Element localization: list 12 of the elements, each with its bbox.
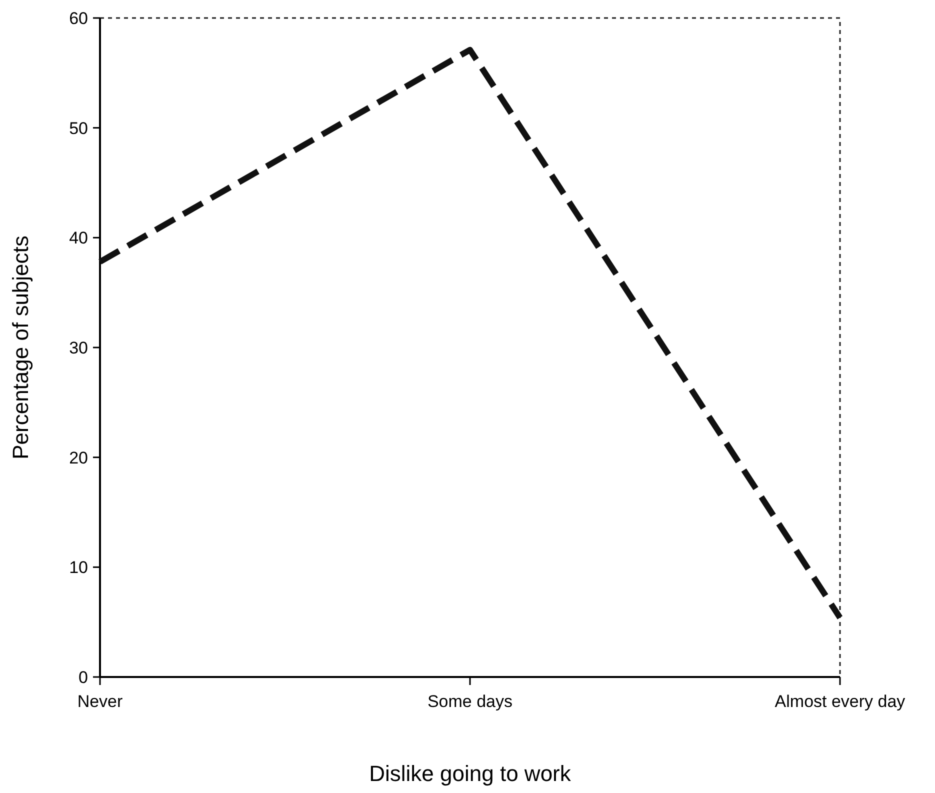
x-tick-label: Some days [427, 692, 513, 711]
y-tick-label: 0 [78, 668, 88, 687]
y-tick-label: 30 [69, 338, 88, 358]
y-axis-title: Percentage of subjects [8, 236, 33, 460]
y-tick-label: 10 [69, 558, 88, 578]
x-axis-title: Dislike going to work [369, 761, 572, 786]
y-tick-label: 60 [69, 8, 88, 28]
y-tick-label: 40 [69, 228, 88, 248]
y-tick-label: 50 [69, 118, 88, 138]
x-tick-label: Almost every day [774, 692, 906, 711]
y-tick-label: 20 [69, 448, 88, 468]
x-tick-label: Never [77, 692, 124, 711]
